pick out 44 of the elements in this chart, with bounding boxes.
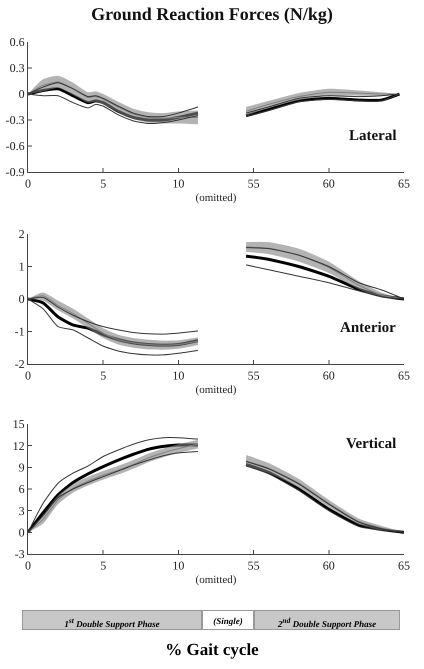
x-tick-label: 55 [248, 558, 260, 572]
x-tick-label: 10 [172, 558, 184, 572]
x-tick-label: 60 [322, 368, 335, 382]
y-tick-label: 0.3 [10, 61, 25, 76]
chart-title: Ground Reaction Forces (N/kg) [90, 4, 334, 25]
y-tick-label: 9 [18, 460, 25, 475]
x-tick-label: 65 [398, 176, 410, 190]
annotation: Anterior [340, 320, 396, 336]
x-tick-label: 65 [398, 368, 410, 382]
y-tick-label: -3 [14, 547, 25, 562]
y-tick-label: 1 [18, 260, 25, 274]
x-tick-label: 60 [322, 558, 335, 572]
x-tick-label: 5 [100, 176, 106, 190]
y-tick-label: -0.9 [6, 165, 25, 180]
y-tick-label: -1 [14, 324, 25, 339]
y-tick-label: 6 [18, 482, 25, 496]
y-tick-label: -2 [14, 357, 25, 372]
y-tick-label: 12 [12, 438, 25, 453]
text: 1$^{st}$ Double Support Phase [64, 616, 160, 629]
x-tick-label: 10 [172, 368, 184, 382]
x-axis-title: (omitted) [196, 192, 236, 204]
y-tick-label: 0.6 [10, 35, 25, 50]
annotation: Lateral [349, 128, 396, 144]
x-tick-label: 5 [100, 558, 106, 572]
x-tick-label: 5 [100, 368, 106, 382]
y-tick-label: 15 [12, 417, 25, 432]
y-tick-label: 0 [18, 87, 25, 102]
text: (Single) [213, 616, 243, 626]
x-axis-title: (omitted) [196, 384, 236, 396]
x-tick-label: 60 [322, 176, 335, 190]
x-tick-label: 55 [248, 368, 260, 382]
x-tick-label: 65 [398, 558, 410, 572]
y-tick-label: 0 [18, 292, 25, 306]
y-tick-label: 2 [18, 227, 25, 242]
y-tick-label: 0 [18, 526, 25, 540]
text: % Gait cycle [164, 640, 260, 660]
y-tick-label: 3 [18, 504, 25, 518]
x-tick-label: 10 [172, 176, 184, 190]
x-tick-label: 55 [248, 176, 260, 190]
y-tick-label: -0.6 [6, 139, 25, 154]
x-axis-title: (omitted) [196, 574, 236, 586]
annotation: Vertical [346, 436, 396, 452]
y-tick-label: -0.3 [6, 113, 25, 128]
text: 2$^{nd}$ Double Support Phase [278, 616, 376, 629]
